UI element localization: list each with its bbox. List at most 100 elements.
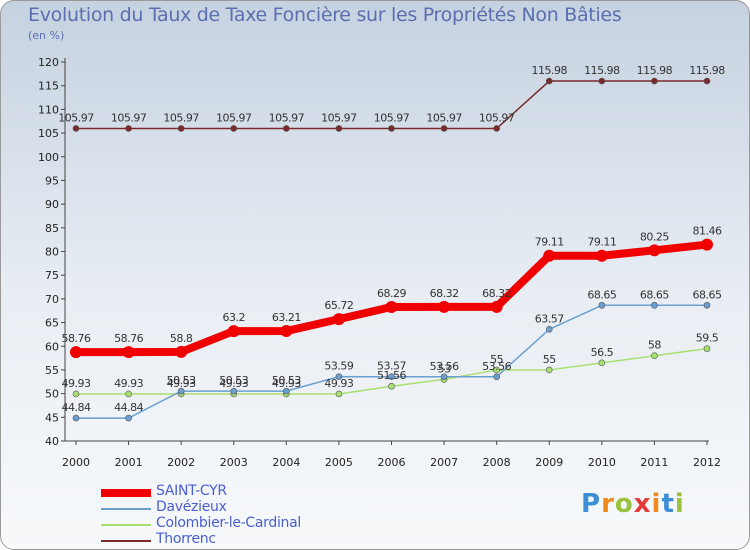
y-tick-label: 115 bbox=[38, 80, 59, 93]
data-label: 58.76 bbox=[114, 332, 143, 345]
y-tick-label: 110 bbox=[38, 103, 59, 116]
data-label: 68.65 bbox=[640, 288, 669, 301]
data-label: 105.97 bbox=[216, 111, 252, 124]
data-label: 44.84 bbox=[62, 401, 91, 414]
y-tick-label: 105 bbox=[38, 127, 59, 140]
data-label: 115.98 bbox=[584, 64, 620, 77]
data-point bbox=[545, 326, 553, 333]
data-point bbox=[388, 382, 395, 390]
proxiti-logo: Proxiti bbox=[581, 489, 685, 519]
data-label: 49.93 bbox=[62, 377, 91, 390]
x-tick-label: 2001 bbox=[115, 456, 143, 469]
data-point bbox=[230, 125, 238, 132]
y-tick-label: 80 bbox=[45, 246, 59, 259]
x-tick-label: 2012 bbox=[693, 456, 721, 469]
legend-swatch bbox=[101, 540, 151, 542]
x-tick-label: 2011 bbox=[640, 456, 668, 469]
data-point bbox=[125, 125, 132, 132]
data-label: 55 bbox=[543, 353, 556, 366]
data-label: 63.57 bbox=[535, 312, 564, 325]
data-label: 105.97 bbox=[58, 111, 94, 124]
data-point bbox=[648, 244, 661, 257]
y-tick-label: 65 bbox=[45, 317, 59, 330]
data-label: 58.8 bbox=[170, 332, 193, 345]
y-tick-label: 90 bbox=[45, 198, 59, 211]
y-tick-label: 40 bbox=[45, 435, 59, 448]
data-label: 68.29 bbox=[377, 287, 406, 300]
data-label: 49.93 bbox=[272, 377, 301, 390]
x-tick-label: 2004 bbox=[272, 456, 300, 469]
data-point bbox=[598, 301, 606, 309]
data-label: 105.97 bbox=[374, 111, 410, 124]
y-tick-label: 100 bbox=[38, 151, 59, 164]
data-label: 80.25 bbox=[640, 230, 669, 243]
data-label: 44.84 bbox=[114, 401, 143, 414]
data-label: 59.5 bbox=[696, 332, 719, 345]
data-label: 105.97 bbox=[426, 111, 462, 124]
data-label: 63.21 bbox=[272, 311, 301, 324]
data-point bbox=[493, 125, 500, 132]
x-tick-label: 2006 bbox=[378, 456, 406, 469]
data-label: 105.97 bbox=[163, 111, 199, 124]
data-label: 68.65 bbox=[587, 288, 616, 301]
data-label: 68.32 bbox=[430, 287, 459, 300]
data-label: 50.53 bbox=[272, 374, 301, 387]
data-label: 53 bbox=[438, 362, 451, 375]
data-point bbox=[280, 325, 293, 338]
series-layer bbox=[70, 77, 713, 422]
chart-unit-label: (en %) bbox=[28, 29, 65, 42]
data-point bbox=[703, 345, 711, 352]
data-point bbox=[598, 77, 606, 85]
y-tick-label: 70 bbox=[45, 293, 59, 306]
data-point bbox=[70, 346, 82, 359]
data-point bbox=[125, 390, 132, 398]
data-point bbox=[701, 238, 713, 251]
data-point bbox=[335, 125, 343, 132]
data-point bbox=[122, 346, 135, 359]
y-tick-label: 45 bbox=[45, 411, 59, 424]
legend-label: Colombier-le-Cardinal bbox=[156, 515, 301, 531]
data-label: 49.93 bbox=[324, 377, 353, 390]
data-point bbox=[703, 77, 711, 85]
y-tick-label: 85 bbox=[45, 222, 59, 235]
data-point bbox=[490, 300, 503, 313]
y-tick-label: 50 bbox=[45, 388, 59, 401]
legend-label: SAINT-CYR bbox=[156, 483, 227, 499]
data-point bbox=[440, 373, 448, 381]
data-point bbox=[227, 325, 240, 338]
data-point bbox=[283, 387, 290, 395]
y-tick-label: 75 bbox=[45, 269, 59, 282]
chart-axes: 40 45 50 55 60 65 70 75 80 85 90 95 100 105 110 115 120 2… bbox=[38, 56, 721, 469]
data-label: 53.57 bbox=[377, 360, 406, 373]
data-label: 58 bbox=[648, 339, 661, 352]
data-labels: 58.76 58.76 58.8 63.2 63.21 65.72 68.29 68.32 68… bbox=[58, 64, 725, 414]
data-label: 53.56 bbox=[482, 360, 511, 373]
data-label: 56.5 bbox=[591, 346, 614, 359]
data-point bbox=[385, 300, 398, 313]
x-tick-label: 2003 bbox=[220, 456, 248, 469]
y-tick-label: 55 bbox=[45, 364, 59, 377]
data-point bbox=[335, 390, 343, 398]
x-tick-label: 2005 bbox=[325, 456, 353, 469]
data-label: 105.97 bbox=[111, 111, 147, 124]
data-point bbox=[125, 414, 132, 422]
data-point bbox=[545, 366, 553, 374]
x-tick-label: 2007 bbox=[430, 456, 458, 469]
data-label: 53.59 bbox=[324, 360, 353, 373]
data-label: 55 bbox=[490, 353, 503, 366]
data-point bbox=[493, 366, 500, 374]
data-point bbox=[545, 77, 553, 85]
data-point bbox=[72, 414, 80, 422]
data-point bbox=[72, 390, 80, 398]
x-tick-label: 2009 bbox=[535, 456, 563, 469]
x-tick-label: 2002 bbox=[167, 456, 195, 469]
data-label: 79.11 bbox=[535, 236, 564, 249]
data-point bbox=[177, 387, 185, 395]
data-label: 49.93 bbox=[114, 377, 143, 390]
data-point bbox=[595, 249, 608, 262]
x-tick-label: 2010 bbox=[588, 456, 616, 469]
data-point bbox=[703, 301, 711, 309]
data-point bbox=[72, 125, 80, 132]
data-label: 53.56 bbox=[430, 360, 459, 373]
